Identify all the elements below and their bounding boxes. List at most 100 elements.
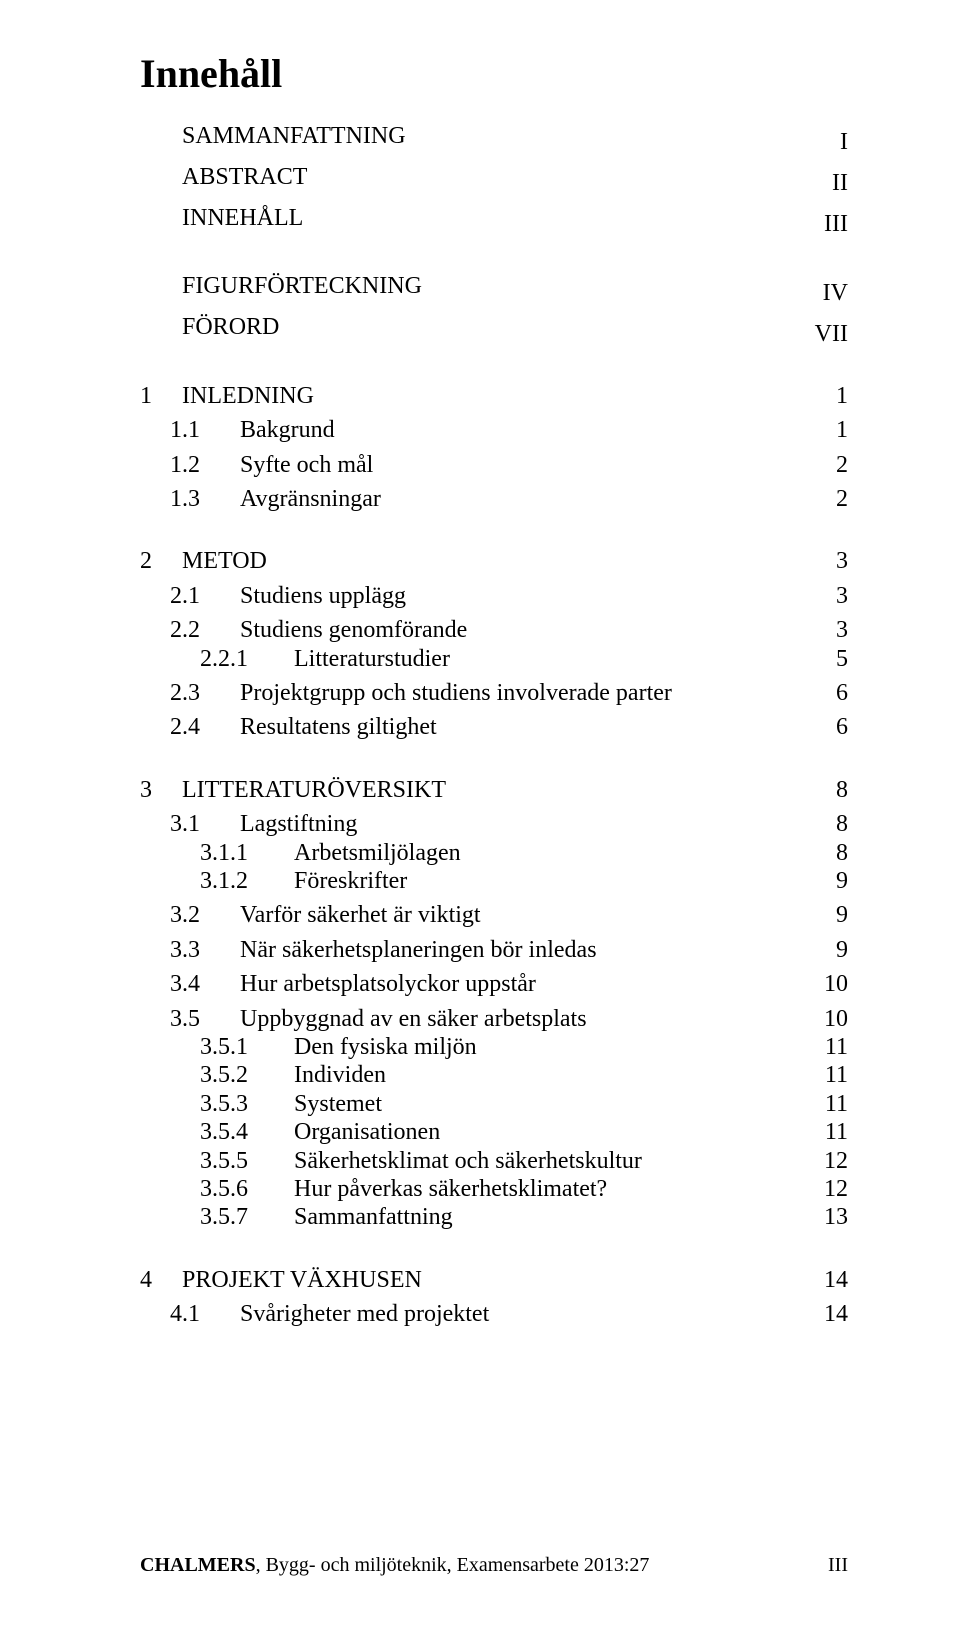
footer: CHALMERS, Bygg- och miljöteknik, Examens… [140,1554,848,1577]
toc-row: 3.5.7Sammanfattning13 [140,1204,848,1230]
toc-page-number: 12 [800,1176,848,1202]
toc-page-number: III [800,211,848,237]
toc-number: 1.3 [170,486,240,512]
toc-entry: INNEHÅLL [140,205,303,231]
toc-label: INNEHÅLL [182,205,303,231]
toc-label: Säkerhetsklimat och säkerhetskultur [294,1148,642,1174]
toc-label: Arbetsmiljölagen [294,840,461,866]
toc-label: INLEDNING [182,383,314,409]
toc-number: 3.1.1 [200,840,294,866]
toc-entry: 1.3Avgränsningar [140,486,381,512]
toc-label: Föreskrifter [294,868,407,894]
toc-row: 1.1Bakgrund 1 [140,417,848,443]
toc-page-number: IV [800,280,848,306]
toc-entry: 1INLEDNING [140,383,314,409]
toc-number: 3.5.4 [200,1119,294,1145]
page-title: Innehåll [140,50,848,97]
toc-row: 3.5.6Hur påverkas säkerhetsklimatet?12 [140,1176,848,1202]
toc-label: Systemet [294,1091,382,1117]
toc-entry: 2.4Resultatens giltighet [140,714,437,740]
toc-page-number: 11 [800,1034,848,1060]
toc-row: 3LITTERATURÖVERSIKT8 [140,777,848,803]
toc-label: När säkerhetsplaneringen bör inledas [240,937,597,963]
toc-number: 4.1 [170,1301,240,1327]
toc-label: Studiens genomförande [240,617,467,643]
toc-number: 2.1 [170,583,240,609]
toc-row: 3.1.2Föreskrifter9 [140,868,848,894]
toc-entry: 3.5.2Individen [140,1062,386,1088]
toc-page-number: 9 [800,937,848,963]
toc-row: 2.2Studiens genomförande 3 [140,617,848,643]
footer-page-number: III [828,1554,848,1577]
toc-entry: 2.1Studiens upplägg [140,583,406,609]
toc-page-number: 12 [800,1148,848,1174]
toc-label: Uppbyggnad av en säker arbetsplats [240,1006,587,1032]
toc-number [140,273,182,299]
toc-label: Studiens upplägg [240,583,406,609]
toc-label: Organisationen [294,1119,440,1145]
toc-number: 3.5.7 [200,1204,294,1230]
toc-number: 1.1 [170,417,240,443]
toc-row: 2METOD 3 [140,548,848,574]
toc-number: 3.5.1 [200,1034,294,1060]
footer-suffix: , Bygg- och miljöteknik, Examensarbete 2… [256,1554,650,1576]
toc-entry: SAMMANFATTNING [140,123,406,149]
toc-entry: ABSTRACT [140,164,307,190]
toc-entry: 3.1.2Föreskrifter [140,868,407,894]
toc-number: 3.5.6 [200,1176,294,1202]
toc-label: ABSTRACT [182,164,307,190]
toc-row: 2.1Studiens upplägg3 [140,583,848,609]
toc-page-number: 3 [800,617,848,643]
toc-label: Resultatens giltighet [240,714,437,740]
toc-page-number: 11 [800,1062,848,1088]
toc-number: 2.3 [170,680,240,706]
toc-number: 3.5 [170,1006,240,1032]
toc-page-number: 5 [800,646,848,672]
toc-number: 2.4 [170,714,240,740]
toc-page-number: 11 [800,1119,848,1145]
toc-number [140,164,182,190]
toc-row: ABSTRACTII [140,164,848,197]
toc-entry: 3.4Hur arbetsplatsolyckor uppstår [140,971,536,997]
toc-row: FIGURFÖRTECKNING IV [140,273,848,306]
toc-page-number: 8 [800,811,848,837]
toc-page-number: VII [800,321,848,347]
toc-row: 3.5.1Den fysiska miljön11 [140,1034,848,1060]
toc-entry: 3.5.5Säkerhetsklimat och säkerhetskultur [140,1148,642,1174]
toc-label: SAMMANFATTNING [182,123,406,149]
toc-label: Varför säkerhet är viktigt [240,902,481,928]
toc-label: Avgränsningar [240,486,381,512]
toc-entry: FIGURFÖRTECKNING [140,273,422,299]
toc-page-number: 1 [800,417,848,443]
toc-number: 4 [140,1267,182,1293]
toc-entry: 3LITTERATURÖVERSIKT [140,777,446,803]
toc-number: 3.5.5 [200,1148,294,1174]
toc-entry: 2.2Studiens genomförande [140,617,467,643]
toc-row: 3.5.2Individen 11 [140,1062,848,1088]
toc-number: 3.1.2 [200,868,294,894]
toc-row: INNEHÅLL III [140,205,848,238]
toc-page-number: 14 [800,1301,848,1327]
toc-page-number: 14 [800,1267,848,1293]
toc-row: 3.5.3Systemet11 [140,1091,848,1117]
toc-entry: 3.1.1Arbetsmiljölagen [140,840,461,866]
toc-number: 3.5.2 [200,1062,294,1088]
toc-list: SAMMANFATTNING I ABSTRACTII INNEHÅLL III FIGU… [140,123,848,1327]
toc-page-number: 2 [800,452,848,478]
toc-row: 3.5.5Säkerhetsklimat och säkerhetskultur… [140,1148,848,1174]
toc-entry: 3.1Lagstiftning [140,811,357,837]
toc-entry: 3.5Uppbyggnad av en säker arbetsplats [140,1006,587,1032]
toc-number [140,314,182,340]
toc-entry: FÖRORD [140,314,279,340]
footer-left: CHALMERS, Bygg- och miljöteknik, Examens… [140,1554,649,1577]
toc-number: 3.4 [170,971,240,997]
toc-entry: 1.1Bakgrund [140,417,335,443]
toc-page-number: 10 [800,1006,848,1032]
toc-number: 3.5.3 [200,1091,294,1117]
toc-number: 1.2 [170,452,240,478]
toc-number [140,123,182,149]
toc-page-number: 8 [800,840,848,866]
toc-entry: 2METOD [140,548,267,574]
toc-page-number: I [800,129,848,155]
toc-page-number: 3 [800,548,848,574]
